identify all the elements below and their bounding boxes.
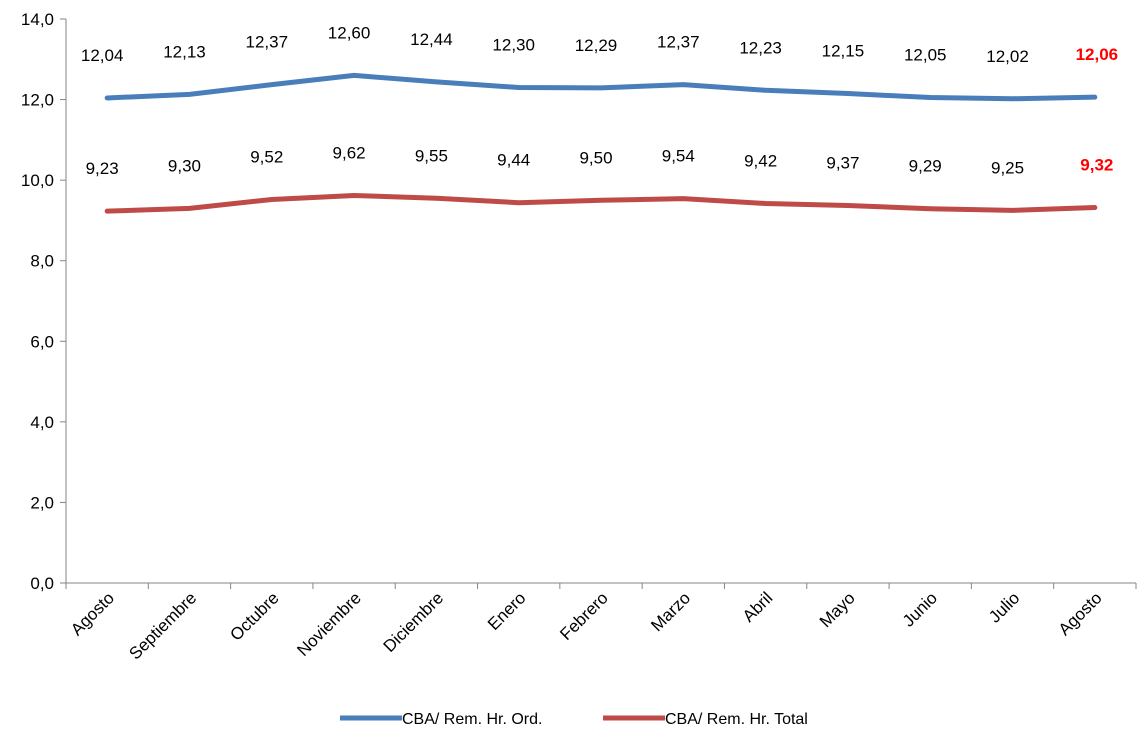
data-label: 9,30 [168,156,201,175]
data-label: 12,13 [163,42,206,61]
legend: CBA/ Rem. Hr. Ord. CBA/ Rem. Hr. Total [340,711,808,728]
data-label: 9,29 [909,157,942,176]
x-tick-label: Mayo [816,588,859,631]
series-line [104,192,1098,214]
data-label: 12,06 [1076,45,1119,64]
x-tick-label: Agosto [1055,588,1106,639]
y-axis-ticks: 0,0 2,0 4,0 6,0 8,0 10,0 12,0 14,0 [21,10,66,593]
series-lines [104,72,1098,214]
y-tick-label: 14,0 [21,10,54,29]
data-label: 12,44 [410,30,453,49]
data-label: 9,62 [333,143,366,162]
data-label: 12,37 [245,33,288,52]
data-label: 12,37 [657,33,700,52]
y-tick-label: 6,0 [30,332,54,351]
x-tick-label: Diciembre [380,588,448,656]
data-label: 12,05 [904,46,947,65]
x-tick-label: Julio [985,588,1023,626]
x-tick-label: Noviembre [293,588,365,660]
data-label: 12,02 [986,47,1029,66]
data-label: 9,50 [579,148,612,167]
x-tick-label: Octubre [226,588,282,644]
y-tick-label: 2,0 [30,493,54,512]
data-label: 9,25 [991,158,1024,177]
data-labels: 12,04 12,13 12,37 12,60 12,44 12,30 12,29 12,37… [81,23,1118,178]
data-label: 12,15 [822,42,865,61]
y-tick-label: 12,0 [21,91,54,110]
y-tick-label: 8,0 [30,252,54,271]
x-tick-label: Marzo [647,588,694,635]
data-label: 12,23 [739,38,782,57]
y-tick-label: 0,0 [30,574,54,593]
x-tick-label: Agosto [67,588,118,639]
x-tick-label: Junio [899,588,941,630]
x-axis-ticks: Agosto Septiembre Octubre Noviembre Diciembr… [65,583,1137,663]
y-tick-label: 10,0 [21,171,54,190]
data-label: 9,42 [744,152,777,171]
data-label: 9,55 [415,146,448,165]
legend-label: CBA/ Rem. Hr. Ord. [402,711,542,728]
data-label: 12,60 [328,23,371,42]
series-line [104,72,1098,102]
data-label: 9,37 [826,154,859,173]
data-label: 12,30 [492,35,535,54]
x-tick-label: Febrero [556,588,612,644]
data-label: 9,44 [497,151,530,170]
data-label: 9,23 [86,159,119,178]
data-label: 12,04 [81,46,124,65]
data-label: 9,54 [662,147,695,166]
data-label: 12,29 [575,36,618,55]
axes [65,19,1136,584]
legend-label: CBA/ Rem. Hr. Total [665,711,808,728]
x-tick-label: Septiembre [125,588,200,663]
x-tick-label: Enero [484,588,530,634]
x-tick-label: Abril [739,588,776,625]
data-label: 9,32 [1080,156,1113,175]
y-tick-label: 4,0 [30,413,54,432]
data-label: 9,52 [250,147,283,166]
